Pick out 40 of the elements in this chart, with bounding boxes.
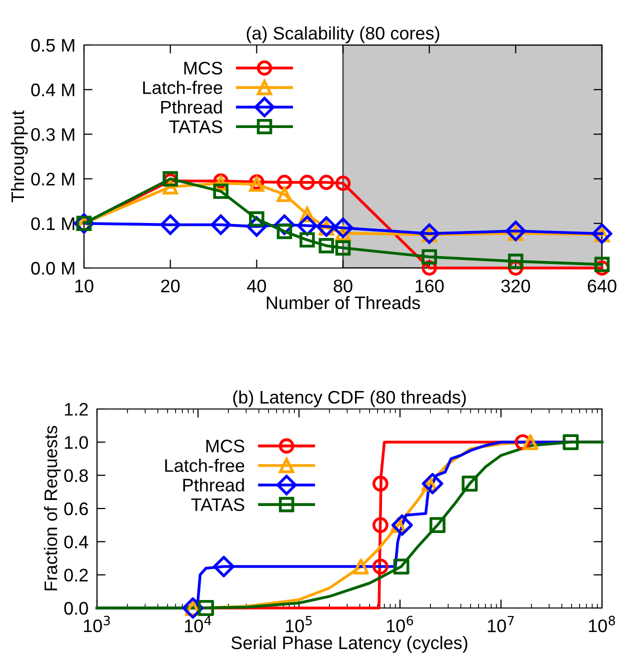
- x-tick-label: 20: [161, 280, 180, 292]
- legend-label: MCS: [206, 440, 244, 452]
- x-axis-title: Number of Threads: [266, 296, 420, 310]
- y-tick-label: 0.0 M: [31, 262, 74, 275]
- y-tick-label: 0.3 M: [31, 128, 74, 141]
- x-tick-label: 10$^{6}$: [386, 616, 414, 632]
- y-tick-label: 0.2: [64, 568, 88, 582]
- y-axis-title: Throughput: [10, 110, 28, 202]
- y-tick-label: 0.6: [64, 502, 88, 516]
- y-axis-title: Fraction of Requests: [44, 426, 61, 590]
- y-tick-label: 0.4: [64, 536, 88, 548]
- x-tick-label: 10$^{5}$: [286, 616, 312, 632]
- y-tick-label: 1.0: [64, 436, 88, 449]
- x-tick-label: 10: [75, 280, 94, 292]
- x-tick-label: 80: [334, 280, 352, 292]
- x-tick-label: 160: [416, 280, 444, 292]
- x-tick-label: 10$^{8}$: [588, 616, 615, 632]
- legend-label: TATAS: [169, 120, 222, 134]
- legend-label: TATAS: [191, 498, 244, 512]
- x-tick-label: 40: [247, 280, 266, 292]
- y-tick-label: 0.5 M: [31, 38, 74, 52]
- y-tick-label: 0.0: [64, 602, 88, 615]
- y-tick-label: 0.2 M: [31, 172, 74, 186]
- x-tick-label: 10$^{3}$: [84, 616, 110, 632]
- y-tick-label: 1.2: [64, 402, 88, 416]
- legend-label: Pthread: [183, 478, 244, 492]
- x-tick-label: 640: [588, 280, 616, 292]
- legend-label: Latch-free: [143, 80, 222, 94]
- y-tick-label: 0.8: [64, 469, 88, 482]
- legend-label: MCS: [184, 62, 222, 75]
- x-axis-title: Serial Phase Latency (cycles): [231, 636, 468, 653]
- legend-label: Latch-free: [165, 458, 244, 472]
- chart-title: (b) Latency CDF (80 threads): [233, 390, 466, 408]
- x-tick-label: 320: [501, 280, 530, 292]
- y-tick-label: 0.1 M: [31, 217, 74, 230]
- legend-label: Pthread: [161, 100, 222, 114]
- y-tick-label: 0.4 M: [31, 84, 74, 96]
- chart-title: (a) Scalability (80 cores): [246, 26, 440, 44]
- x-tick-label: 10$^{7}$: [488, 616, 514, 632]
- x-tick-label: 10$^{4}$: [184, 616, 212, 632]
